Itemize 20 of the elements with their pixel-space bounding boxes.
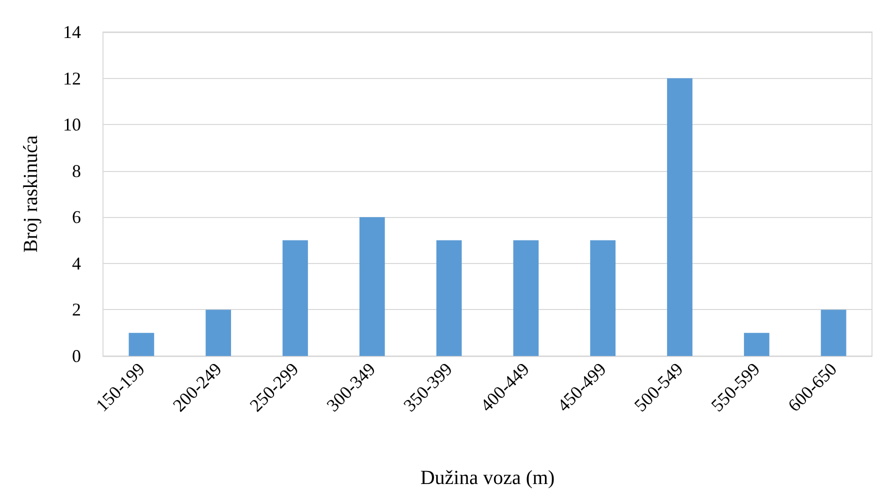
- bar: [436, 240, 462, 356]
- bar: [282, 240, 308, 356]
- bar: [206, 310, 232, 356]
- bar: [513, 240, 539, 356]
- bar: [128, 332, 154, 356]
- x-axis-title: Dužina voza (m): [420, 467, 555, 489]
- y-tick-label: 10: [63, 114, 81, 135]
- bar: [744, 332, 770, 356]
- bar: [820, 310, 846, 356]
- y-tick-label: 12: [63, 68, 81, 88]
- y-tick-label: 4: [72, 253, 81, 274]
- y-axis-title: Broj raskinuća: [20, 135, 42, 253]
- bar: [590, 240, 616, 356]
- y-tick-label: 6: [72, 207, 81, 228]
- bar: [667, 78, 692, 356]
- y-tick-label: 0: [72, 346, 81, 366]
- bar: [359, 217, 385, 356]
- y-tick-label: 8: [72, 160, 81, 181]
- y-tick-label: 14: [63, 22, 81, 42]
- y-tick-label: 2: [72, 300, 81, 320]
